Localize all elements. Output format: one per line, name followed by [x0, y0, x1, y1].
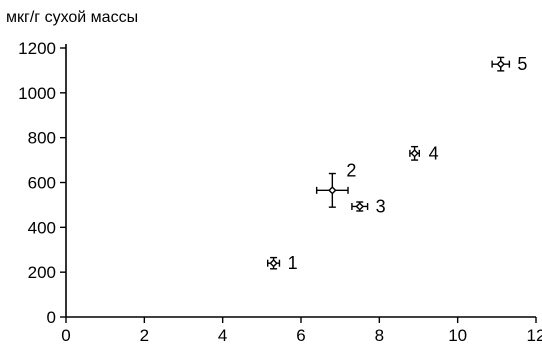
- x-tick-label: 6: [296, 326, 305, 345]
- data-point-4: 4: [409, 143, 439, 163]
- point-label: 3: [376, 196, 386, 216]
- x-tick-label: 2: [140, 326, 149, 345]
- data-point-1: 1: [267, 253, 298, 273]
- x-tick-label: 10: [448, 326, 467, 345]
- data-point-5: 5: [491, 54, 527, 74]
- point-marker: [410, 149, 419, 158]
- y-tick-label: 200: [28, 263, 56, 282]
- data-point-3: 3: [351, 196, 386, 216]
- point-label: 1: [288, 253, 298, 273]
- y-tick-label: 1000: [18, 84, 56, 103]
- point-marker: [355, 202, 364, 211]
- point-label: 5: [517, 54, 527, 74]
- point-label: 2: [346, 160, 356, 180]
- data-point-2: 2: [315, 160, 356, 208]
- x-tick-label: 4: [218, 326, 227, 345]
- y-tick-label: 0: [47, 308, 56, 327]
- x-tick-label: 8: [375, 326, 384, 345]
- y-tick-label: 600: [28, 174, 56, 193]
- point-label: 4: [429, 143, 439, 163]
- y-tick-label: 1200: [18, 39, 56, 58]
- y-ticks: 0 200 400 600 800 1000 1200: [18, 39, 66, 327]
- point-marker: [269, 259, 278, 268]
- y-axis-label: мкг/г сухой массы: [6, 9, 138, 26]
- x-ticks: 0 2 4 6 8 10 12: [61, 317, 542, 345]
- x-tick-label: 0: [61, 326, 70, 345]
- x-tick-label: 12: [527, 326, 542, 345]
- y-tick-label: 800: [28, 129, 56, 148]
- point-marker: [328, 186, 337, 195]
- y-tick-label: 400: [28, 218, 56, 237]
- point-marker: [496, 59, 505, 69]
